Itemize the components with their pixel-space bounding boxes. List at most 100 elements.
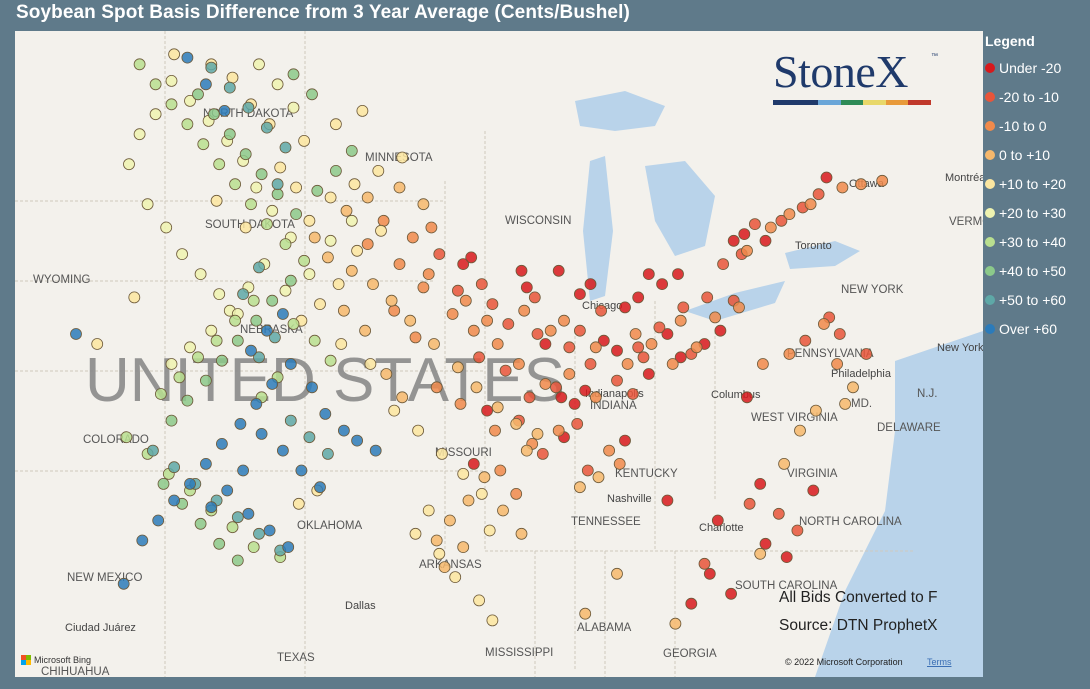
data-point: [804, 198, 817, 211]
map-label: WISCONSIN: [505, 215, 571, 227]
data-point: [467, 324, 480, 337]
data-point: [364, 358, 377, 370]
lake-huron: [645, 161, 715, 256]
data-point: [120, 431, 133, 444]
data-point: [221, 484, 234, 497]
terms-link[interactable]: Terms: [927, 657, 952, 667]
data-point: [324, 191, 337, 204]
map-label: KENTUCKY: [615, 468, 678, 480]
data-point: [497, 504, 509, 517]
data-point: [510, 487, 523, 500]
data-point: [396, 391, 409, 404]
data-point: [181, 118, 194, 131]
data-point: [571, 417, 584, 430]
legend-item[interactable]: +50 to +60: [985, 285, 1089, 314]
data-point: [528, 291, 541, 304]
data-point: [199, 78, 212, 91]
legend-item[interactable]: -10 to 0: [985, 111, 1089, 140]
data-point: [242, 101, 255, 114]
map-label: Philadelphia: [831, 368, 892, 380]
data-point: [494, 464, 507, 477]
data-point: [274, 161, 287, 174]
data-point: [422, 268, 435, 281]
legend-item[interactable]: Under -20: [985, 53, 1089, 82]
data-point: [581, 464, 594, 477]
legend-swatch: [985, 91, 995, 102]
data-point: [430, 381, 443, 394]
data-point: [303, 214, 316, 227]
data-point: [168, 494, 181, 507]
data-point: [194, 268, 207, 281]
data-point: [510, 417, 523, 430]
data-point: [611, 344, 623, 357]
legend-item[interactable]: +10 to +20: [985, 169, 1089, 198]
data-point: [149, 78, 162, 91]
data-point: [141, 198, 154, 211]
data-point: [133, 58, 146, 71]
data-point: [701, 291, 714, 304]
data-point: [184, 341, 196, 354]
data-point: [253, 261, 265, 274]
legend-title: Legend: [985, 33, 1035, 49]
legend-label: +20 to +30: [999, 204, 1066, 221]
data-point: [759, 537, 772, 550]
data-point: [255, 168, 268, 181]
lake-michigan: [583, 156, 613, 301]
data-point: [486, 614, 499, 627]
legend-item[interactable]: +30 to +40: [985, 227, 1089, 256]
data-point: [772, 507, 785, 520]
data-point: [223, 128, 236, 141]
data-point: [409, 527, 422, 540]
data-point: [340, 204, 353, 217]
data-point: [685, 597, 698, 610]
legend-item[interactable]: -20 to -10: [985, 82, 1089, 111]
map-label: OKLAHOMA: [297, 520, 363, 532]
data-point: [117, 577, 130, 590]
data-point: [160, 221, 173, 234]
data-point: [451, 361, 464, 374]
legend-item[interactable]: Over +60: [985, 314, 1089, 343]
map-label: Toronto: [795, 240, 832, 252]
data-point: [741, 244, 753, 257]
data-point: [253, 58, 265, 71]
data-point: [629, 328, 642, 340]
map-label: WEST VIRGINIA: [751, 412, 838, 424]
map-label: Charlotte: [699, 522, 744, 534]
data-point: [351, 434, 364, 447]
data-point: [743, 497, 756, 510]
legend-item[interactable]: +20 to +30: [985, 198, 1089, 227]
legend-label: -20 to -10: [999, 88, 1059, 105]
data-point: [536, 447, 549, 460]
data-point: [589, 391, 602, 404]
map-label: Ciudad Juárez: [65, 622, 136, 634]
data-point: [314, 298, 326, 311]
data-point: [632, 291, 645, 304]
data-point: [550, 381, 562, 394]
legend-item[interactable]: +40 to +50: [985, 256, 1089, 285]
data-point: [290, 208, 303, 221]
data-point: [459, 294, 472, 307]
data-point: [266, 204, 279, 217]
data-point: [443, 514, 456, 527]
data-point: [128, 291, 141, 304]
data-point: [388, 304, 401, 317]
data-point: [417, 198, 430, 211]
data-point: [433, 248, 446, 261]
map-label: NORTH CAROLINA: [799, 516, 902, 528]
data-point: [491, 338, 504, 350]
data-point: [645, 338, 658, 350]
data-point: [165, 414, 178, 427]
data-point: [473, 594, 486, 607]
data-point: [799, 334, 812, 347]
data-point: [539, 338, 552, 350]
map-copyright: © 2022 Microsoft Corporation: [785, 657, 903, 667]
data-point: [229, 178, 242, 191]
data-point: [486, 298, 499, 311]
data-point: [396, 151, 409, 164]
data-point: [181, 51, 194, 64]
legend-item[interactable]: 0 to +10: [985, 140, 1089, 169]
data-point: [181, 394, 194, 407]
data-point: [380, 368, 393, 380]
